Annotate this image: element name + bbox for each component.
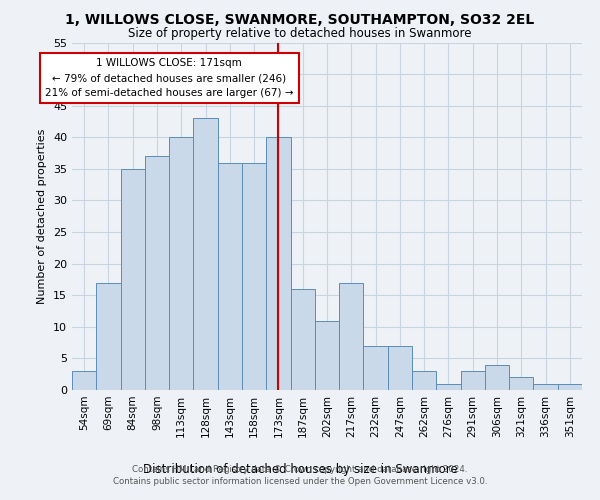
Bar <box>218 162 242 390</box>
Bar <box>412 371 436 390</box>
Bar <box>96 282 121 390</box>
Text: Contains HM Land Registry data © Crown copyright and database right 2024.
Contai: Contains HM Land Registry data © Crown c… <box>113 464 487 486</box>
Text: Size of property relative to detached houses in Swanmore: Size of property relative to detached ho… <box>128 28 472 40</box>
Bar <box>461 371 485 390</box>
Bar <box>145 156 169 390</box>
Text: Distribution of detached houses by size in Swanmore: Distribution of detached houses by size … <box>143 462 457 475</box>
Bar <box>364 346 388 390</box>
Bar <box>485 364 509 390</box>
Bar <box>242 162 266 390</box>
Bar <box>169 138 193 390</box>
Bar <box>339 282 364 390</box>
Bar <box>509 378 533 390</box>
Bar <box>558 384 582 390</box>
Bar <box>315 320 339 390</box>
Bar <box>290 289 315 390</box>
Bar <box>388 346 412 390</box>
Bar <box>266 138 290 390</box>
Bar <box>72 371 96 390</box>
Bar <box>193 118 218 390</box>
Bar <box>533 384 558 390</box>
Bar <box>436 384 461 390</box>
Text: 1 WILLOWS CLOSE: 171sqm
← 79% of detached houses are smaller (246)
21% of semi-d: 1 WILLOWS CLOSE: 171sqm ← 79% of detache… <box>45 58 293 98</box>
Y-axis label: Number of detached properties: Number of detached properties <box>37 128 47 304</box>
Text: 1, WILLOWS CLOSE, SWANMORE, SOUTHAMPTON, SO32 2EL: 1, WILLOWS CLOSE, SWANMORE, SOUTHAMPTON,… <box>65 12 535 26</box>
Bar <box>121 169 145 390</box>
